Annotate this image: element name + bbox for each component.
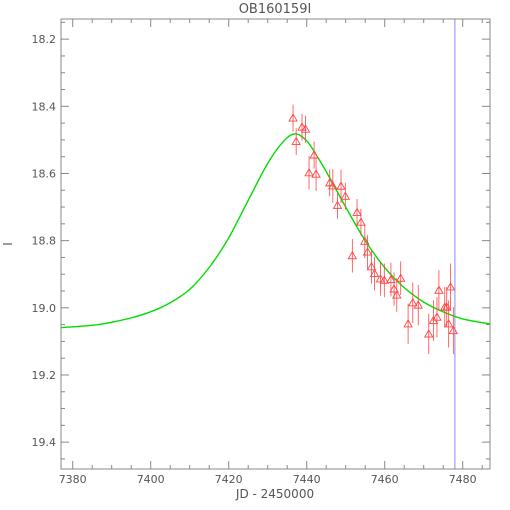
data-point [408, 282, 418, 323]
triangle-marker [395, 273, 406, 282]
data-point [395, 261, 406, 296]
triangle-marker [336, 181, 346, 190]
data-point [445, 263, 456, 311]
axis-ticks [61, 19, 490, 469]
triangle-marker [311, 169, 321, 178]
data-point [448, 307, 459, 355]
x-tick-label: 7380 [59, 473, 87, 486]
data-point [423, 313, 434, 355]
data-points [288, 104, 459, 355]
x-tick-label: 7420 [215, 473, 243, 486]
triangle-marker [324, 177, 335, 187]
triangle-marker [443, 319, 454, 328]
triangle-marker [379, 275, 390, 284]
data-point [434, 270, 444, 311]
triangle-marker [432, 312, 442, 321]
y-tick-label: 19.4 [32, 436, 57, 449]
data-point [297, 113, 307, 141]
triangle-marker [389, 284, 399, 293]
triangle-marker [288, 113, 298, 122]
y-tick-label: 18.8 [32, 235, 57, 248]
curve-layer [61, 133, 490, 329]
triangle-marker [309, 150, 319, 159]
x-tick-label: 7460 [371, 473, 399, 486]
data-point [332, 191, 343, 219]
triangle-marker [297, 122, 307, 131]
data-point [362, 235, 373, 269]
triangle-marker [304, 167, 314, 177]
y-tick-label: 19.0 [32, 302, 57, 315]
triangle-marker [392, 290, 402, 299]
data-point [336, 169, 346, 204]
y-axis-label: I [1, 242, 15, 246]
y-tick-labels: 18.2 18.4 18.6 18.8 19.0 19.2 19.4 [32, 33, 57, 449]
data-point [413, 284, 424, 326]
triangle-marker [360, 236, 370, 245]
data-point [443, 300, 454, 348]
x-tick-label: 7480 [449, 473, 477, 486]
data-point [356, 208, 366, 236]
data-point [288, 104, 298, 132]
triangle-marker [356, 217, 366, 226]
y-tick-label: 18.6 [32, 167, 57, 180]
triangle-marker [445, 282, 456, 291]
triangle-marker [340, 191, 351, 200]
triangle-marker [448, 325, 459, 335]
triangle-marker [423, 329, 434, 338]
y-tick-label: 19.2 [32, 369, 57, 382]
data-point [432, 297, 442, 338]
triangle-marker [403, 319, 413, 328]
data-point [311, 157, 321, 191]
triangle-marker [413, 300, 424, 309]
triangle-marker [352, 207, 362, 216]
data-point [328, 169, 338, 203]
triangle-marker [332, 200, 343, 209]
triangle-marker [300, 124, 311, 133]
data-point [369, 256, 380, 291]
data-point [379, 263, 390, 298]
data-point [291, 128, 301, 156]
chart-title: OB160159I [239, 2, 312, 17]
data-point [389, 272, 399, 306]
x-tick-labels: 7380 7400 7420 7440 7460 7480 [59, 473, 477, 486]
triangle-marker [362, 247, 373, 256]
data-point [366, 250, 377, 284]
data-point [347, 238, 358, 273]
triangle-marker [291, 136, 301, 146]
triangle-marker [375, 274, 386, 283]
y-tick-label: 18.2 [32, 33, 57, 46]
data-point [375, 262, 386, 296]
triangle-marker [328, 180, 338, 190]
model-curve [61, 133, 490, 329]
plot-frame [60, 18, 491, 470]
triangle-marker [434, 285, 444, 294]
data-point [324, 169, 335, 197]
triangle-marker [366, 261, 377, 271]
data-point [300, 115, 311, 143]
data-point [403, 303, 413, 345]
data-point [340, 182, 351, 210]
data-point [352, 199, 362, 226]
x-tick-label: 7440 [293, 473, 321, 486]
data-point [309, 141, 319, 169]
triangle-marker [408, 297, 418, 307]
triangle-marker [369, 268, 380, 278]
triangle-marker [386, 274, 396, 284]
x-axis-label: JD - 2450000 [235, 487, 314, 501]
x-tick-label: 7400 [137, 473, 165, 486]
triangle-marker [347, 250, 358, 260]
y-tick-label: 18.4 [32, 100, 57, 113]
data-point [392, 278, 402, 312]
data-point [304, 156, 314, 190]
